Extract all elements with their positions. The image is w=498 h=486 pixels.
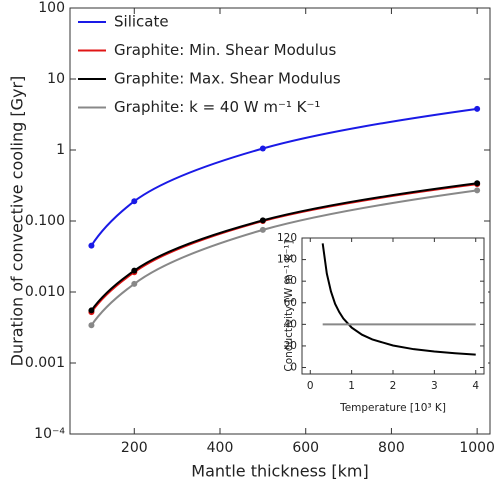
x-axis-label: Temperature [10³ K] <box>339 402 446 414</box>
x-tick-label: 200 <box>121 440 148 456</box>
legend-label: Graphite: Min. Shear Modulus <box>114 41 336 59</box>
y-tick-label: 0.100 <box>25 213 65 229</box>
x-tick-label: 0 <box>307 380 314 392</box>
y-tick-label: 20 <box>284 340 297 352</box>
main-chart: 200 400 600 800 100010⁻⁴0.0010.0100.10011010… <box>8 0 495 481</box>
x-axis-label: Mantle thickness [km] <box>191 462 368 481</box>
legend-label: Silicate <box>114 13 169 31</box>
data-point <box>131 280 138 287</box>
x-tick-label: 4 <box>472 380 479 392</box>
y-tick-label: 100 <box>277 254 297 266</box>
series-line <box>90 182 478 312</box>
y-tick-label: 0.001 <box>25 355 65 371</box>
y-axis-label: Duration of convective cooling [Gyr] <box>8 76 27 367</box>
data-point <box>474 180 481 187</box>
data-point <box>259 145 266 152</box>
data-point <box>88 242 95 249</box>
y-axis-label: Conductivity [W m⁻¹ K⁻¹] <box>283 240 295 371</box>
series-line <box>90 107 478 247</box>
legend-label: Graphite: Max. Shear Modulus <box>114 70 341 88</box>
x-tick-label: 600 <box>292 440 319 456</box>
inset-background <box>272 232 488 414</box>
y-tick-label: 10⁻⁴ <box>34 426 65 442</box>
x-tick-label: 1000 <box>459 440 495 456</box>
data-point <box>259 226 266 233</box>
legend-label: Graphite: k = 40 W m⁻¹ K⁻¹ <box>114 98 320 116</box>
x-tick-label: 3 <box>431 380 438 392</box>
data-point <box>474 187 481 194</box>
y-tick-label: 0 <box>290 362 297 374</box>
series-line <box>321 243 476 356</box>
x-tick-label: 1 <box>348 380 355 392</box>
y-tick-label: 120 <box>277 232 297 244</box>
y-tick-label: 1 <box>56 142 65 158</box>
y-tick-label: 40 <box>284 318 297 330</box>
x-tick-label: 2 <box>390 380 397 392</box>
x-tick-label: 400 <box>207 440 234 456</box>
data-point <box>474 105 481 112</box>
data-point <box>131 267 138 274</box>
y-tick-label: 100 <box>38 0 65 16</box>
data-point <box>88 322 95 329</box>
x-tick-label: 800 <box>378 440 405 456</box>
y-tick-label: 0.010 <box>25 284 65 300</box>
series-line <box>90 189 478 326</box>
y-tick-label: 60 <box>284 297 297 309</box>
data-point <box>259 217 266 224</box>
data-point <box>88 307 95 314</box>
data-point <box>131 198 138 205</box>
y-tick-label: 10 <box>47 71 65 87</box>
y-tick-label: 80 <box>284 275 297 287</box>
